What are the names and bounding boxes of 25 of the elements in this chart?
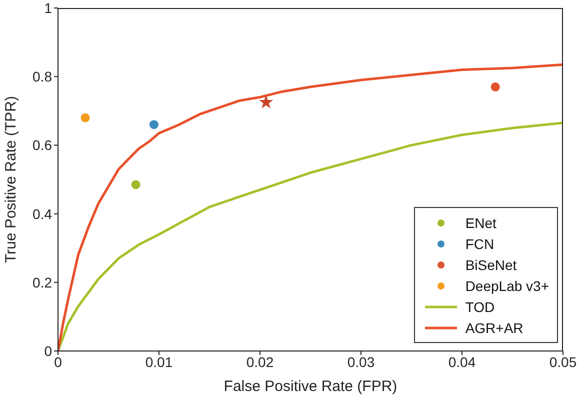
point bbox=[149, 120, 158, 130]
y-tick-label: 0.4 bbox=[32, 206, 52, 222]
y-tick-label: 0 bbox=[44, 342, 52, 359]
legend-label: TOD bbox=[465, 298, 495, 314]
y-tick-label: 0.2 bbox=[32, 274, 52, 290]
point bbox=[258, 94, 274, 108]
x-tick-label: 0.03 bbox=[347, 354, 375, 370]
point bbox=[490, 82, 500, 92]
x-tick-label: 0.04 bbox=[448, 354, 476, 370]
point bbox=[131, 180, 140, 190]
legend-label: FCN bbox=[465, 236, 494, 252]
y-tick-label: 0.6 bbox=[32, 137, 52, 154]
point bbox=[80, 113, 90, 122]
x-tick-label: 0.02 bbox=[246, 354, 274, 370]
x-axis-title: False Positive Rate (FPR) bbox=[224, 378, 398, 395]
x-tick-label: 0.01 bbox=[145, 354, 173, 370]
legend-label: AGR+AR bbox=[465, 320, 524, 336]
x-tick-label: 0 bbox=[54, 354, 62, 370]
legend-label: BiSeNet bbox=[465, 256, 517, 272]
legend-label: ENet bbox=[465, 214, 496, 230]
y-tick-label: 1 bbox=[44, 0, 52, 16]
x-tick-label: 0.05 bbox=[549, 354, 577, 370]
y-tick-label: 0.8 bbox=[32, 68, 52, 85]
y-axis-title: True Positive Rate (TPR) bbox=[2, 96, 20, 263]
legend-label: DeepLab v3+ bbox=[465, 278, 549, 294]
